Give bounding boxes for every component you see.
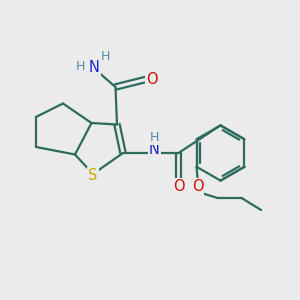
Text: H: H [76, 59, 85, 73]
Text: O: O [173, 179, 184, 194]
Text: O: O [192, 179, 203, 194]
Text: H: H [101, 50, 110, 63]
Text: O: O [146, 72, 158, 87]
Text: N: N [149, 142, 160, 157]
Text: H: H [150, 131, 159, 144]
Text: S: S [88, 168, 98, 183]
Text: N: N [89, 60, 100, 75]
